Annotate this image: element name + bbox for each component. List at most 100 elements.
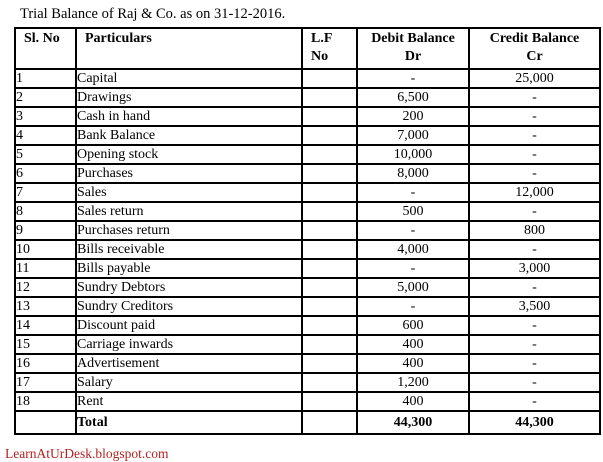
col-header-debit-line1: Debit Balance (371, 31, 455, 46)
cell-lf (301, 334, 358, 355)
cell-particulars: Rent (75, 391, 303, 412)
col-header-lf-line2: No (311, 49, 329, 64)
table-row: 18 Rent 400- (14, 391, 601, 412)
cell-lf (301, 353, 358, 374)
cell-credit: - (468, 87, 601, 108)
table-row: 5 Opening stock 10,000- (14, 144, 601, 165)
cell-credit: 3,000 (468, 258, 601, 279)
cell-particulars: Advertisement (75, 353, 303, 374)
col-header-particulars-line1: Particulars (85, 31, 152, 46)
cell-debit: 8,000 (356, 163, 470, 184)
cell-credit: - (468, 144, 601, 165)
cell-sl: 4 (14, 125, 77, 146)
cell-particulars: Carriage inwards (75, 334, 303, 355)
footer-watermark: LearnAtUrDesk.blogspot.com (5, 446, 169, 461)
cell-particulars: Total (75, 410, 303, 435)
cell-particulars: Sundry Debtors (75, 277, 303, 298)
cell-credit: - (468, 391, 601, 412)
cell-lf (301, 315, 358, 336)
cell-sl (14, 410, 77, 435)
cell-credit: 800 (468, 220, 601, 241)
table-header-row: Sl. No Particulars L.F No Debit Balance Dr Cre… (14, 27, 601, 70)
col-header-sl: Sl. No (14, 27, 77, 70)
cell-credit: - (468, 334, 601, 355)
col-header-credit: Credit Balance Cr (468, 27, 601, 70)
cell-sl: 6 (14, 163, 77, 184)
table-row: 11 Bills payable -3,000 (14, 258, 601, 279)
cell-particulars: Purchases (75, 163, 303, 184)
cell-credit: - (468, 277, 601, 298)
cell-particulars: Purchases return (75, 220, 303, 241)
cell-debit: - (356, 296, 470, 317)
cell-debit: 7,000 (356, 125, 470, 146)
cell-lf (301, 201, 358, 222)
cell-sl: 8 (14, 201, 77, 222)
cell-credit: 44,300 (468, 410, 601, 435)
col-header-particulars: Particulars (75, 27, 303, 70)
cell-particulars: Cash in hand (75, 106, 303, 127)
cell-lf (301, 277, 358, 298)
cell-sl: 7 (14, 182, 77, 203)
cell-debit: - (356, 220, 470, 241)
cell-debit: 600 (356, 315, 470, 336)
col-header-sl-line1: Sl. No (24, 31, 60, 46)
col-header-lf-line1: L.F (311, 31, 333, 46)
cell-debit: 5,000 (356, 277, 470, 298)
cell-sl: 10 (14, 239, 77, 260)
cell-lf (301, 372, 358, 393)
cell-credit: - (468, 201, 601, 222)
col-header-debit: Debit Balance Dr (356, 27, 470, 70)
table-row: 4 Bank Balance 7,000- (14, 125, 601, 146)
cell-lf (301, 258, 358, 279)
cell-credit: - (468, 239, 601, 260)
cell-debit: 1,200 (356, 372, 470, 393)
cell-debit: - (356, 258, 470, 279)
col-header-debit-line2: Dr (404, 49, 422, 64)
total-row: Total 44,300 44,300 (14, 410, 601, 435)
table-row: 9 Purchases return -800 (14, 220, 601, 241)
cell-debit: 500 (356, 201, 470, 222)
cell-sl: 14 (14, 315, 77, 336)
cell-sl: 2 (14, 87, 77, 108)
cell-credit: 12,000 (468, 182, 601, 203)
cell-credit: - (468, 163, 601, 184)
cell-lf (301, 182, 358, 203)
cell-debit: 44,300 (356, 410, 470, 435)
cell-lf (301, 239, 358, 260)
cell-particulars: Sundry Creditors (75, 296, 303, 317)
cell-sl: 5 (14, 144, 77, 165)
table-row: 16 Advertisement 400- (14, 353, 601, 374)
cell-lf (301, 87, 358, 108)
cell-sl: 1 (14, 68, 77, 89)
cell-credit: - (468, 125, 601, 146)
table-row: 8 Sales return 500- (14, 201, 601, 222)
cell-sl: 15 (14, 334, 77, 355)
cell-credit: - (468, 372, 601, 393)
table-row: 6 Purchases 8,000- (14, 163, 601, 184)
table-row: 14 Discount paid 600- (14, 315, 601, 336)
table-row: 12 Sundry Debtors 5,000- (14, 277, 601, 298)
cell-sl: 16 (14, 353, 77, 374)
cell-sl: 12 (14, 277, 77, 298)
cell-sl: 17 (14, 372, 77, 393)
cell-lf (301, 220, 358, 241)
cell-credit: 25,000 (468, 68, 601, 89)
cell-particulars: Capital (75, 68, 303, 89)
cell-lf (301, 68, 358, 89)
cell-particulars: Opening stock (75, 144, 303, 165)
cell-debit: 200 (356, 106, 470, 127)
cell-particulars: Salary (75, 372, 303, 393)
cell-particulars: Discount paid (75, 315, 303, 336)
cell-particulars: Sales return (75, 201, 303, 222)
cell-sl: 11 (14, 258, 77, 279)
cell-debit: 6,500 (356, 87, 470, 108)
cell-lf (301, 410, 358, 435)
cell-lf (301, 391, 358, 412)
table-row: 13 Sundry Creditors -3,500 (14, 296, 601, 317)
cell-particulars: Bills payable (75, 258, 303, 279)
cell-lf (301, 144, 358, 165)
cell-lf (301, 106, 358, 127)
table-row: 1 Capital -25,000 (14, 68, 601, 89)
cell-credit: - (468, 315, 601, 336)
